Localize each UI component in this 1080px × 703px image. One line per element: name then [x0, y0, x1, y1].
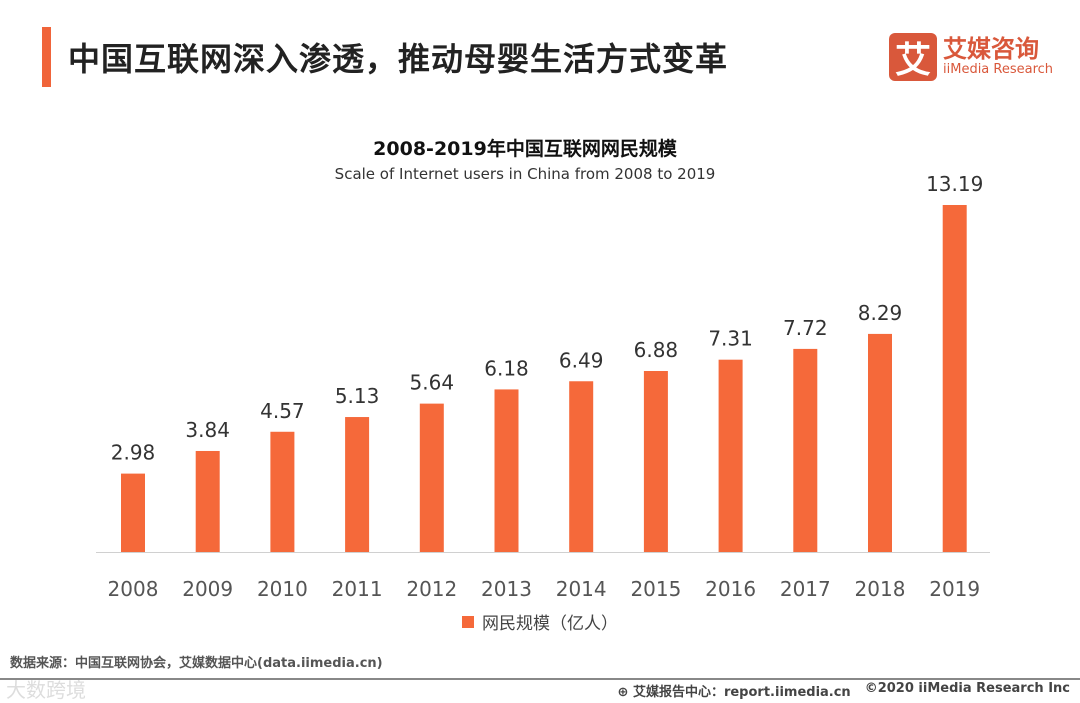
- x-tick-label: 2018: [855, 577, 906, 601]
- logo-name-en: iiMedia Research: [943, 62, 1054, 77]
- data-label: 2.98: [111, 441, 156, 465]
- bar: [195, 450, 220, 552]
- logo-mark: 艾: [889, 33, 937, 81]
- bar: [345, 417, 370, 552]
- legend-label: 网民规模（亿人）: [482, 614, 618, 634]
- x-tick-label: 2011: [332, 577, 383, 601]
- legend-swatch: [462, 615, 474, 628]
- iimedia-logo: 艾 艾媒咨询 iiMedia Research: [889, 33, 1053, 81]
- x-tick-label: 2008: [108, 577, 159, 601]
- globe-icon: ⊕: [617, 685, 633, 700]
- logo-name-cn: 艾媒咨询: [943, 35, 1039, 63]
- data-label: 7.31: [708, 327, 753, 351]
- data-label: 7.72: [783, 316, 828, 340]
- watermark: 大数跨境: [6, 678, 86, 702]
- x-tick-label: 2019: [929, 577, 980, 601]
- chart-title: 2008-2019年中国互联网网民规模: [373, 138, 677, 160]
- title-accent-bar: [42, 27, 51, 87]
- x-tick-label: 2012: [406, 577, 457, 601]
- bar: [121, 473, 145, 552]
- data-source: 数据来源：中国互联网协会，艾媒数据中心(data.iimedia.cn): [10, 656, 383, 671]
- data-label: 6.18: [484, 356, 529, 380]
- bar: [718, 359, 743, 552]
- data-label: 5.64: [410, 371, 455, 395]
- x-tick-label: 2010: [257, 577, 308, 601]
- bar: [270, 431, 295, 552]
- copyright: ©2020 iiMedia Research Inc: [864, 681, 1070, 696]
- data-label: 13.19: [926, 172, 983, 196]
- legend: 网民规模（亿人）: [462, 609, 618, 634]
- data-label: 5.13: [335, 384, 380, 408]
- x-tick-label: 2017: [780, 577, 831, 601]
- x-tick-label: 2014: [556, 577, 607, 601]
- x-tick-label: 2015: [630, 577, 681, 601]
- x-tick-label: 2013: [481, 577, 532, 601]
- page-title: 中国互联网深入渗透，推动母婴生活方式变革: [68, 40, 729, 78]
- bar: [569, 381, 594, 552]
- bar: [793, 348, 818, 552]
- data-label: 6.49: [559, 348, 604, 372]
- footer-divider: [0, 678, 1080, 680]
- footer: ⊕ 艾媒报告中心：report.iimedia.cn ©2020 iiMedia…: [618, 681, 1070, 700]
- report-link[interactable]: ⊕ 艾媒报告中心：report.iimedia.cn: [617, 685, 851, 700]
- bar: [868, 333, 892, 552]
- bar: [643, 371, 668, 552]
- bar: [942, 205, 967, 552]
- bar: [494, 389, 519, 552]
- data-label: 4.57: [260, 399, 305, 423]
- data-label: 6.88: [634, 338, 679, 362]
- chart-subtitle: Scale of Internet users in China from 20…: [334, 165, 716, 183]
- bar: [419, 403, 444, 552]
- x-tick-label: 2009: [182, 577, 233, 601]
- x-tick-label: 2016: [705, 577, 756, 601]
- data-label: 3.84: [185, 418, 230, 442]
- data-label: 8.29: [858, 301, 903, 325]
